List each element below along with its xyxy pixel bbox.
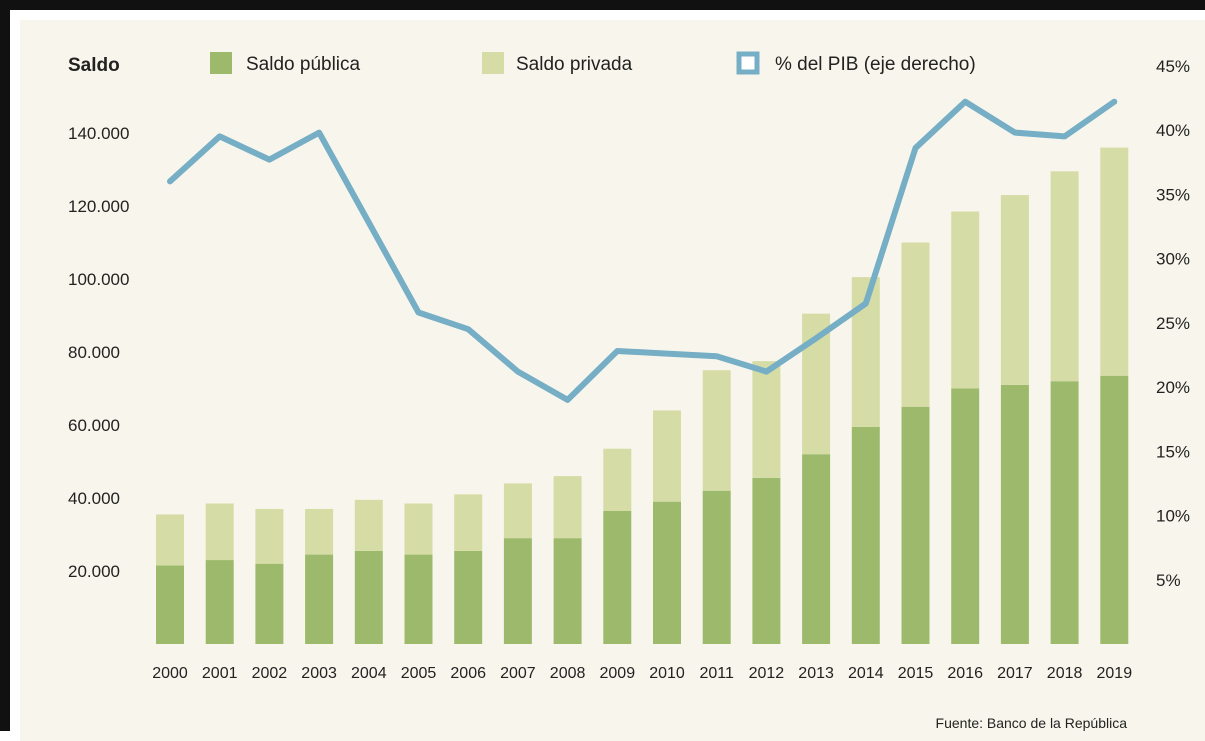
bar-publica-2003 [305, 554, 334, 644]
y2-tick-label: 5% [1156, 571, 1181, 590]
x-tick-label: 2005 [401, 665, 437, 682]
x-tick-label: 2004 [351, 665, 387, 682]
x-tick-label: 2008 [550, 665, 586, 682]
chart-svg: Saldo Saldo pública Saldo privada % del … [68, 51, 1190, 731]
bar-privada-2006 [454, 494, 483, 551]
bar-privada-2015 [901, 242, 930, 407]
y2-tick-label: 25% [1156, 314, 1190, 333]
bar-publica-2018 [1050, 381, 1079, 644]
x-tick-label: 2002 [252, 665, 288, 682]
left-axis-label: Saldo [68, 55, 120, 76]
x-tick-label: 2003 [301, 665, 337, 682]
bar-publica-2019 [1100, 375, 1129, 644]
x-tick-label: 2018 [1047, 665, 1083, 682]
bar-publica-2002 [255, 563, 284, 644]
y2-tick-label: 20% [1156, 378, 1190, 397]
chart-panel: Saldo Saldo pública Saldo privada % del … [20, 20, 1205, 741]
legend-swatch-pib [736, 51, 760, 75]
bar-privada-2018 [1050, 171, 1079, 382]
bar-publica-2016 [951, 388, 980, 644]
bar-publica-2008 [553, 538, 582, 644]
bar-privada-2016 [951, 211, 980, 389]
legend-swatch-publica [210, 52, 232, 74]
y-tick-label: 80.000 [68, 343, 120, 362]
y2-tick-label: 40% [1156, 121, 1190, 140]
y-tick-label: 140.000 [68, 124, 129, 143]
bar-privada-2011 [702, 370, 731, 491]
legend-swatch-privada [482, 52, 504, 74]
y2-tick-label: 15% [1156, 442, 1190, 461]
bar-publica-2013 [802, 454, 831, 644]
bar-publica-2015 [901, 406, 930, 644]
y2-tick-label: 30% [1156, 250, 1190, 269]
x-tick-label: 2011 [699, 665, 734, 682]
x-tick-label: 2009 [600, 665, 636, 682]
legend-label-pib: % del PIB (eje derecho) [775, 54, 976, 75]
y2-tick-label: 45% [1156, 57, 1190, 76]
x-tick-label: 2014 [848, 665, 884, 682]
x-tick-label: 2010 [649, 665, 685, 682]
y-tick-label: 60.000 [68, 416, 120, 435]
legend-label-privada: Saldo privada [516, 54, 633, 75]
y2-tick-label: 35% [1156, 185, 1190, 204]
bar-privada-2012 [752, 361, 781, 478]
x-tick-label: 2012 [749, 665, 785, 682]
bar-publica-2005 [404, 554, 433, 644]
x-tick-label: 2013 [798, 665, 834, 682]
y-tick-label: 100.000 [68, 270, 129, 289]
bar-publica-2010 [653, 501, 681, 644]
y-tick-label: 20.000 [68, 562, 120, 581]
bars-group [156, 147, 1129, 644]
legend: Saldo pública Saldo privada % del PIB (e… [210, 51, 976, 75]
x-tick-label: 2007 [500, 665, 536, 682]
x-tick-label: 2016 [947, 665, 983, 682]
bar-publica-2017 [1000, 384, 1029, 644]
legend-label-publica: Saldo pública [246, 54, 361, 75]
x-tick-label: 2000 [152, 665, 188, 682]
source-note: Fuente: Banco de la República [936, 715, 1128, 731]
bar-privada-2009 [603, 448, 632, 511]
bar-privada-2008 [553, 476, 582, 539]
y2-tick-label: 10% [1156, 507, 1190, 526]
x-tick-label: 2019 [1097, 665, 1133, 682]
bar-publica-2006 [454, 550, 483, 644]
bar-privada-2004 [354, 499, 383, 551]
bar-privada-2001 [205, 503, 234, 561]
x-tick-label: 2015 [898, 665, 934, 682]
bar-publica-2004 [354, 550, 383, 644]
bar-publica-2014 [851, 426, 880, 644]
bar-publica-2011 [702, 490, 731, 644]
x-axis: 2000 2001 2002 2003 2004 2005 2006 2007 2008 2009… [152, 665, 1132, 682]
bar-publica-2012 [752, 477, 781, 644]
y-tick-label: 120.000 [68, 197, 129, 216]
bar-privada-2010 [653, 410, 681, 502]
bar-privada-2017 [1000, 195, 1029, 385]
bar-privada-2019 [1100, 147, 1129, 376]
bar-privada-2003 [305, 508, 334, 555]
x-tick-label: 2001 [202, 665, 238, 682]
bar-privada-2002 [255, 508, 284, 564]
y-axis-right: 5% 10% 15% 20% 25% 30% 35% 40% 45% [1156, 57, 1190, 590]
bar-publica-2001 [205, 560, 234, 644]
y-tick-label: 40.000 [68, 489, 120, 508]
bar-publica-2009 [603, 510, 632, 644]
bar-privada-2007 [503, 483, 532, 539]
bar-privada-2005 [404, 503, 433, 555]
bar-publica-2007 [503, 538, 532, 644]
x-tick-label: 2017 [997, 665, 1033, 682]
bar-publica-2000 [156, 565, 184, 644]
x-tick-label: 2006 [450, 665, 486, 682]
y-axis-left: 20.000 40.000 60.000 80.000 100.000 120.000 14… [68, 124, 129, 581]
bar-privada-2000 [156, 514, 184, 566]
series-line-pib [167, 98, 1118, 403]
